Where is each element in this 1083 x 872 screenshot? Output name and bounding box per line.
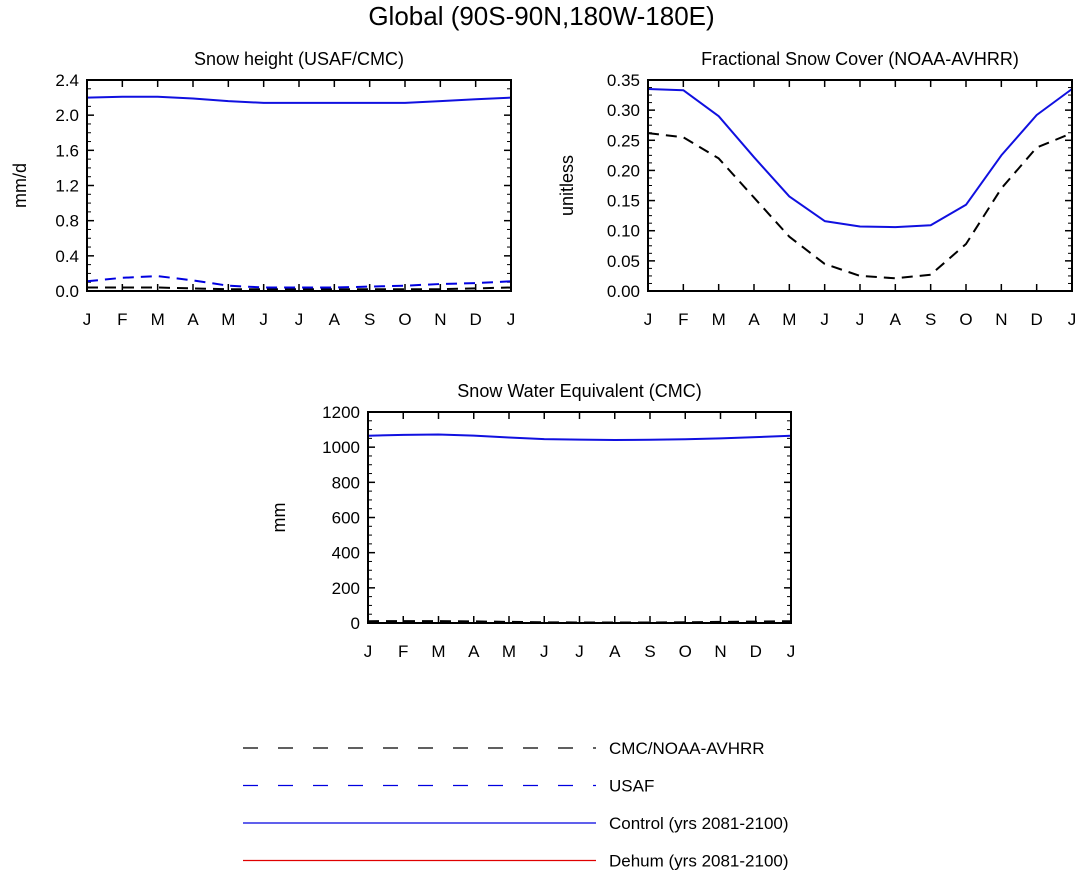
x-tick-label: N (995, 310, 1007, 329)
x-tick-label: A (329, 310, 341, 329)
legend-label: Control (yrs 2081-2100) (609, 814, 789, 833)
plot-frame (86, 79, 512, 292)
x-tick-label: S (364, 310, 375, 329)
x-tick-label: O (679, 642, 692, 661)
x-tick-label: J (644, 310, 653, 329)
x-tick-label: D (470, 310, 482, 329)
x-tick-label: A (609, 642, 621, 661)
x-tick-label: M (431, 642, 445, 661)
chart-2: Fractional Snow Cover (NOAA-AVHRR) unitle… (557, 49, 1076, 329)
x-tick-label: S (644, 642, 655, 661)
y-axis-label: unitless (557, 155, 577, 216)
x-tick-label: J (540, 642, 549, 661)
x-tick-label: J (259, 310, 268, 329)
y-tick-label: 0.0 (55, 282, 79, 301)
y-tick-label: 0.00 (607, 282, 640, 301)
x-tick-label: A (890, 310, 902, 329)
y-tick-label: 2.4 (55, 71, 79, 90)
x-tick-label: J (1068, 310, 1077, 329)
y-tick-label: 2.0 (55, 106, 79, 125)
y-tick-label: 0 (351, 614, 360, 633)
series-line-dehum-yrs-2081-2100 (648, 89, 1072, 227)
y-tick-label: 0.15 (607, 192, 640, 211)
x-tick-label: A (748, 310, 760, 329)
series-line-dehum-yrs-2081-2100 (368, 435, 791, 441)
y-tick-label: 0.30 (607, 101, 640, 120)
legend-label: Dehum (yrs 2081-2100) (609, 852, 789, 871)
x-tick-label: J (820, 310, 829, 329)
x-tick-label: J (364, 642, 373, 661)
x-tick-label: O (959, 310, 972, 329)
y-tick-label: 1200 (322, 403, 360, 422)
y-tick-label: 800 (332, 473, 360, 492)
legend-label: USAF (609, 777, 654, 796)
x-tick-label: F (398, 642, 408, 661)
x-tick-label: M (712, 310, 726, 329)
y-tick-label: 600 (332, 509, 360, 528)
y-tick-label: 1.2 (55, 177, 79, 196)
x-tick-label: D (750, 642, 762, 661)
series-line-dehum-yrs-2081-2100 (87, 97, 511, 103)
series-line-control-yrs-2081-2100 (647, 88, 1073, 229)
x-tick-label: M (782, 310, 796, 329)
y-tick-label: 1.6 (55, 141, 79, 160)
series-line-control-yrs-2081-2100 (367, 433, 792, 441)
chart-title: Snow height (USAF/CMC) (194, 49, 404, 69)
plot-frame (647, 79, 1073, 292)
main-title: Global (90S-90N,180W-180E) (368, 1, 715, 31)
y-tick-label: 0.4 (55, 247, 79, 266)
y-tick-label: 1000 (322, 438, 360, 457)
x-tick-label: F (117, 310, 127, 329)
y-tick-label: 200 (332, 579, 360, 598)
x-tick-label: S (925, 310, 936, 329)
x-tick-label: N (434, 310, 446, 329)
x-tick-label: J (575, 642, 584, 661)
y-tick-label: 400 (332, 544, 360, 563)
x-tick-label: J (295, 310, 304, 329)
y-tick-label: 0.8 (55, 212, 79, 231)
series-line-control-yrs-2081-2100 (86, 95, 512, 104)
y-tick-label: 0.35 (607, 71, 640, 90)
x-tick-label: A (187, 310, 199, 329)
x-tick-label: N (714, 642, 726, 661)
x-tick-label: M (502, 642, 516, 661)
chart-3: Snow Water Equivalent (CMC) mm 0 200 400 600 8… (269, 381, 795, 661)
x-tick-label: J (856, 310, 865, 329)
x-tick-label: D (1031, 310, 1043, 329)
x-tick-label: A (468, 642, 480, 661)
y-tick-label: 0.20 (607, 161, 640, 180)
chart-title: Fractional Snow Cover (NOAA-AVHRR) (701, 49, 1019, 69)
series-line-cmc-noaa-avhrr (647, 132, 1073, 280)
x-tick-label: M (151, 310, 165, 329)
y-tick-label: 0.10 (607, 222, 640, 241)
y-axis-label: mm (269, 503, 289, 533)
chart-title: Snow Water Equivalent (CMC) (457, 381, 701, 401)
chart-1: Snow height (USAF/CMC) mm/d 0.0 0.4 0.8 1.2 1.… (10, 49, 515, 329)
legend-label: CMC/NOAA-AVHRR (609, 739, 765, 758)
x-tick-label: M (221, 310, 235, 329)
plot-frame (367, 411, 792, 624)
x-tick-label: F (678, 310, 688, 329)
y-tick-label: 0.05 (607, 252, 640, 271)
x-tick-label: J (787, 642, 796, 661)
x-tick-label: O (398, 310, 411, 329)
y-tick-label: 0.25 (607, 131, 640, 150)
series-line-cmc-noaa-avhrr (367, 620, 792, 624)
legend: CMC/NOAA-AVHRR USAF Control (yrs 2081-2100… (243, 739, 789, 871)
x-tick-label: J (83, 310, 92, 329)
x-tick-label: J (507, 310, 516, 329)
y-axis-label: mm/d (10, 163, 30, 208)
